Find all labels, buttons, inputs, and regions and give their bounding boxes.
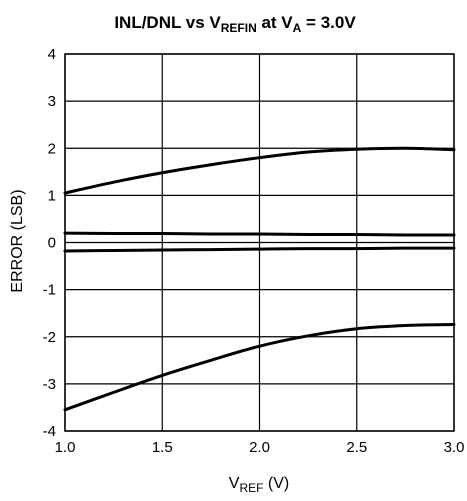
x-tick-label: 3.0 — [444, 439, 465, 456]
y-tick-label: -1 — [43, 282, 56, 299]
text-part: V — [229, 475, 240, 492]
text-part: = 3.0V — [301, 13, 356, 32]
series-line-1 — [63, 146, 456, 195]
text-part: (V) — [263, 475, 289, 492]
subscript-text: REFIN — [221, 21, 257, 35]
y-axis-label: ERROR (LSB) — [9, 189, 26, 292]
series-group — [63, 146, 456, 412]
x-tick-label: 1.5 — [152, 439, 173, 456]
y-tick-label: 2 — [48, 140, 56, 157]
series-line-3 — [63, 246, 456, 253]
y-tick-label: 0 — [48, 235, 56, 252]
x-tick-label: 2.5 — [346, 439, 367, 456]
y-tick-label: 4 — [48, 46, 56, 63]
x-tick-label: 2.0 — [249, 439, 270, 456]
subscript-text: A — [293, 21, 302, 35]
subscript-text: REF — [239, 481, 263, 495]
plot-frame — [64, 53, 455, 432]
chart-title: INL/DNL vs VREFIN at VA = 3.0V — [114, 13, 356, 35]
text-part: INL/DNL vs V — [114, 13, 221, 32]
x-axis-label: VREF (V) — [229, 475, 289, 495]
y-tick-label: -3 — [43, 376, 56, 393]
series-line-4 — [63, 323, 456, 412]
grid — [64, 53, 455, 432]
y-tick-label: 3 — [48, 93, 56, 110]
y-tick-label: -4 — [43, 423, 56, 440]
series-line-2 — [63, 231, 456, 237]
x-tick-labels: 1.0 1.5 2.0 2.5 3.0 — [55, 439, 465, 456]
text-part: at V — [257, 13, 294, 32]
x-tick-label: 1.0 — [55, 439, 76, 456]
y-tick-label: 1 — [48, 187, 56, 204]
y-tick-label: -2 — [43, 329, 56, 346]
y-tick-labels: -4 -3 -2 -1 0 1 2 3 4 — [43, 46, 56, 440]
